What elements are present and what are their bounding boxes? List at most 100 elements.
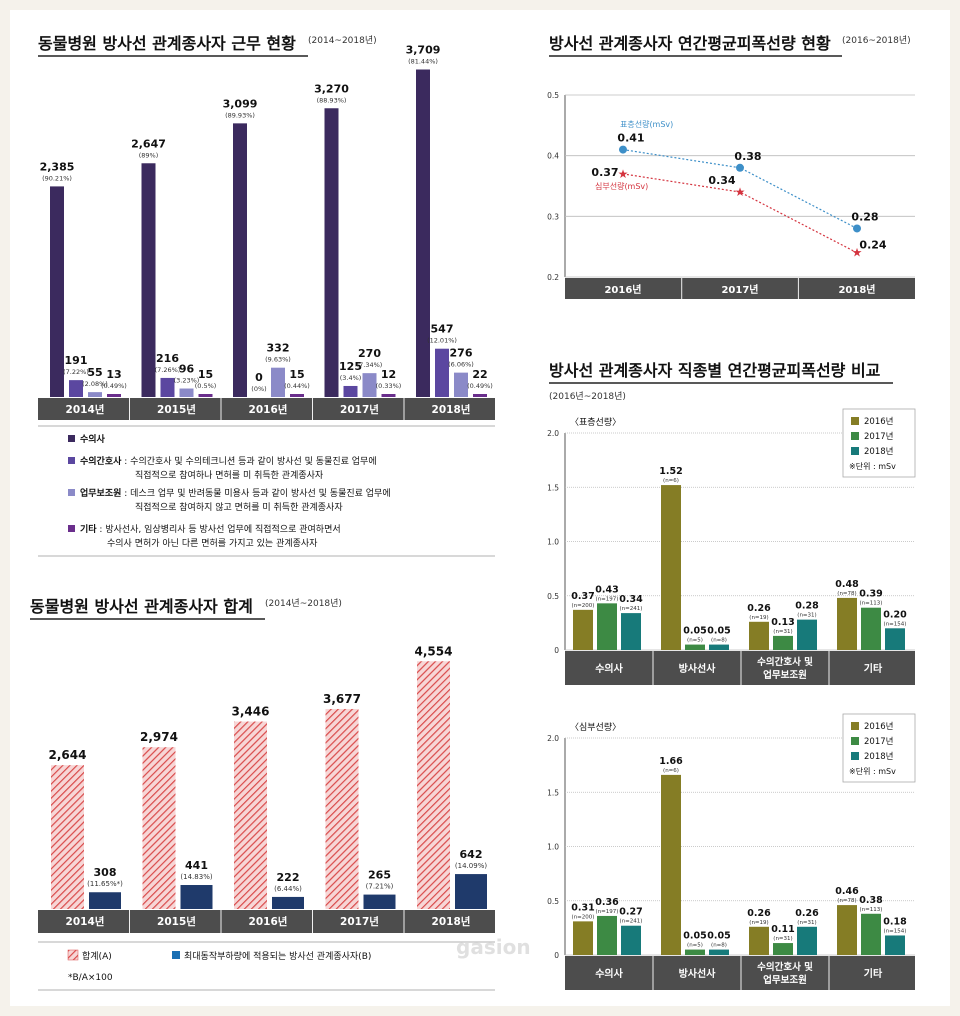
deep-value-label-2-3: 0.18 <box>883 916 907 927</box>
bar-other-2 <box>290 394 304 397</box>
point-surface-1 <box>736 163 744 172</box>
chart4-deep-dose-bars: 〈심부선량〉 0 0.5 1.0 1.5 2.0 0.31(n=200)0.36(n=197… <box>547 713 916 990</box>
std-n-label-2-0: (n=241) <box>620 606 643 612</box>
std-bar-0-2 <box>749 621 769 650</box>
std-panel-label: 〈표층선량〉 <box>570 416 621 428</box>
deep-bar-0-1 <box>661 774 681 955</box>
bar-nurse-0 <box>69 380 83 397</box>
legend-desc2-assistant: 직접적으로 참여하지 않고 면허를 미 취득한 관계종사자 <box>135 501 343 513</box>
pct-label-other-3: (0.33%) <box>376 382 402 390</box>
value-label-assistant-3: 270 <box>358 347 381 360</box>
deep-n-label-1-0: (n=197) <box>596 909 619 915</box>
deep-y-tick-label-4: 2.0 <box>547 734 559 743</box>
x-tick-label-0: 2014년 <box>66 403 105 416</box>
deep-n-label-0-0: (n=200) <box>572 914 595 920</box>
bar-assistant-4 <box>454 372 468 397</box>
std-value-label-0-2: 0.26 <box>747 603 771 614</box>
legend-text-nurse: 수의간호사 : 수의간호사 및 수의테크니션 등과 같이 방사선 및 동물진료 … <box>80 455 377 467</box>
deep-legend-label-2: 2018년 <box>864 751 893 762</box>
value-label-maxload-0: 308 <box>94 866 117 879</box>
std-x-tick-label-2-b: 업무보조원 <box>763 669 807 681</box>
value-label-deep-2: 0.24 <box>859 239 886 252</box>
deep-n-label-1-2: (n=31) <box>773 936 792 942</box>
value-label-other-4: 22 <box>472 368 487 381</box>
std-value-label-1-1: 0.05 <box>683 626 706 637</box>
deep-value-label-2-0: 0.27 <box>619 907 642 918</box>
std-legend-swatch-1 <box>851 432 859 440</box>
deep-value-label-2-1: 0.05 <box>707 931 730 942</box>
x-tick-label-3-2: 2018년 <box>838 283 875 296</box>
bar-other-0 <box>107 394 121 397</box>
pct-label-vet-4: (81.44%) <box>408 57 438 65</box>
legend-label-assistant: 업무보조원 <box>80 487 121 499</box>
deep-value-label-0-0: 0.31 <box>571 902 594 913</box>
deep-bar-1-1 <box>685 949 705 955</box>
deep-n-label-2-0: (n=241) <box>620 919 643 925</box>
value-label-vet-0: 2,385 <box>40 160 75 173</box>
std-n-label-0-0: (n=200) <box>572 603 595 609</box>
std-value-label-1-2: 0.13 <box>771 617 794 628</box>
std-value-label-0-1: 1.52 <box>659 466 682 477</box>
pct-label-nurse-3: (3.4%) <box>340 374 362 382</box>
std-bar-1-2 <box>773 635 793 650</box>
deep-x-tick-label-1: 방사선사 <box>679 967 717 980</box>
deep-bar-1-2 <box>773 943 793 955</box>
std-legend-label-0: 2016년 <box>864 416 893 427</box>
deep-value-label-1-0: 0.36 <box>595 897 619 908</box>
x-tick-label-2: 2016년 <box>249 403 288 416</box>
bar-assistant-3 <box>362 373 377 397</box>
pct-label-other-1: (0.5%) <box>195 382 217 390</box>
watermark-logo: gasion <box>456 935 531 959</box>
footnote: *B/A×100 <box>68 973 113 983</box>
deep-y-tick-label-0: 0 <box>554 951 559 960</box>
value-label-total-4: 4,554 <box>415 644 453 658</box>
std-bar-0-0 <box>573 609 593 650</box>
value-label-maxload-4: 642 <box>460 848 483 861</box>
legend-swatch-maxload <box>172 951 180 959</box>
value-label-surface-2: 0.28 <box>851 210 878 223</box>
std-n-label-1-0: (n=197) <box>596 596 619 602</box>
std-n-label-0-1: (n=6) <box>663 478 679 484</box>
std-n-label-1-1: (n=5) <box>687 638 703 644</box>
pct-label-nurse-0: (7.22%) <box>63 368 89 376</box>
value-label-vet-3: 3,270 <box>314 82 349 95</box>
chart3-subtitle: (2016~2018년) <box>842 35 911 46</box>
bar-nurse-4 <box>435 348 449 397</box>
bar-total-0 <box>51 765 84 909</box>
bar-vet-4 <box>416 69 430 397</box>
std-n-label-0-3: (n=78) <box>837 591 856 597</box>
bar-maxload-4 <box>455 874 487 909</box>
std-value-label-0-0: 0.37 <box>571 591 594 602</box>
pct-label-vet-0: (90.21%) <box>42 174 72 182</box>
deep-y-tick-label-3: 1.5 <box>547 788 559 797</box>
value-label-other-2: 15 <box>289 368 304 381</box>
x-tick-label-3-0: 2016년 <box>604 283 641 296</box>
pct-label-maxload-2: (6.44%) <box>274 885 302 893</box>
pct-label-vet-3: (88.93%) <box>317 96 347 104</box>
value-label-nurse-0: 191 <box>65 354 88 367</box>
x-axis-band-2 <box>38 910 495 933</box>
pct-label-nurse-1: (7.26%) <box>155 366 181 374</box>
std-value-label-2-0: 0.34 <box>619 594 643 605</box>
value-label-other-3: 12 <box>381 368 396 381</box>
std-y-tick-label-1: 0.5 <box>547 592 559 601</box>
std-value-label-1-0: 0.43 <box>595 584 618 595</box>
chart2-title: 동물병원 방사선 관계종사자 합계 <box>30 597 253 616</box>
std-bar-0-3 <box>837 597 857 650</box>
deep-bar-2-0 <box>621 925 641 955</box>
pct-label-nurse-4: (12.01%) <box>427 337 457 345</box>
std-legend-swatch-0 <box>851 417 859 425</box>
std-unit-label: ※단위 : mSv <box>849 461 896 471</box>
std-bar-2-1 <box>709 644 729 650</box>
std-legend-swatch-2 <box>851 447 859 455</box>
std-value-label-1-3: 0.39 <box>859 589 882 600</box>
legend-swatch-nurse <box>68 457 75 464</box>
chart2-total-bars: 2,644 308(11.65%*) 2,974 441(14.83%) 3,446 22… <box>38 644 495 991</box>
bar-assistant-1 <box>179 388 194 397</box>
legend-label-other: 기타 <box>80 523 97 535</box>
x-tick-label-1: 2015년 <box>157 403 196 416</box>
deep-legend-label-0: 2016년 <box>864 721 893 732</box>
std-n-label-1-3: (n=113) <box>860 601 883 607</box>
std-n-label-2-1: (n=8) <box>711 638 727 644</box>
value-label-surface-0: 0.41 <box>617 132 644 145</box>
